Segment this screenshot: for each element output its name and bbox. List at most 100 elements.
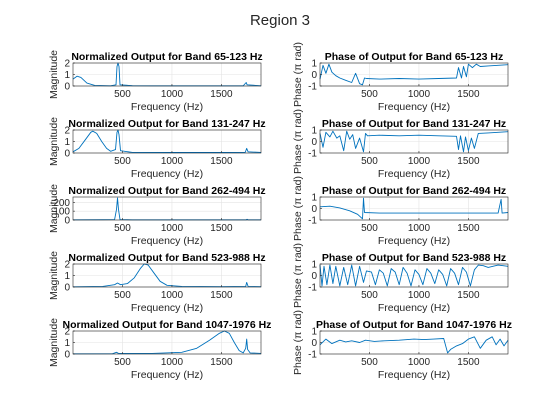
y-tick-label: 0 (311, 204, 317, 215)
subplot-title: Phase of Output for Band 65-123 Hz (325, 51, 504, 63)
y-tick-label: 1 (311, 126, 317, 137)
x-axis-label: Frequency (Hz) (378, 101, 450, 113)
series-line-1 (72, 129, 262, 153)
y-axis-label: Phase (π rad) (292, 109, 304, 174)
x-tick-label: 500 (114, 290, 131, 301)
x-tick-label: 500 (114, 89, 131, 100)
y-axis-label: Phase (π rad) (292, 243, 304, 308)
plot-area (73, 197, 261, 220)
x-tick-label: 1000 (161, 290, 184, 301)
x-tick-label: 1000 (408, 156, 431, 167)
y-axis-label: Magnitude (48, 318, 60, 367)
y-tick-label: 0 (64, 350, 70, 361)
subplot-title: Phase of Output for Band 1047-1976 Hz (316, 319, 512, 331)
series-line-1 (319, 336, 509, 354)
y-tick-label: -1 (308, 216, 317, 227)
series-line-1 (72, 197, 261, 221)
subplot-title: Normalized Output for Band 523-988 Hz (68, 252, 265, 264)
subplot-3-phase: 500 1000 1500 -101 Phase of Output for Band … (292, 176, 509, 247)
x-tick-label: 1500 (457, 223, 480, 234)
x-tick-label: 500 (361, 223, 378, 234)
x-tick-label: 1500 (210, 89, 233, 100)
subplot-title: Normalized Output for Band 1047-1976 Hz (63, 319, 272, 331)
subplot-2-phase: 500 1000 1500 -101 Phase of Output for Band … (292, 109, 509, 180)
y-tick-label: 100 (53, 207, 70, 218)
series-line-1 (319, 130, 509, 153)
y-tick-label: -1 (308, 82, 317, 93)
y-axis-label: Phase (π rad) (292, 310, 304, 375)
x-tick-label: 500 (361, 357, 378, 368)
x-axis-label: Frequency (Hz) (131, 168, 203, 180)
y-tick-label: -1 (308, 350, 317, 361)
x-tick-label: 1000 (408, 357, 431, 368)
x-tick-label: 1500 (210, 223, 233, 234)
subplot-title: Normalized Output for Band 131-247 Hz (68, 118, 265, 130)
y-tick-label: 0 (311, 70, 317, 81)
y-tick-label: 0 (311, 137, 317, 148)
y-axis-label: Phase (π rad) (292, 42, 304, 107)
y-tick-label: 1 (311, 327, 317, 338)
x-tick-label: 1000 (161, 357, 184, 368)
x-tick-label: 1000 (408, 223, 431, 234)
y-tick-label: 2 (64, 126, 70, 137)
x-tick-label: 1000 (161, 156, 184, 167)
y-tick-label: 1 (64, 70, 70, 81)
x-tick-label: 500 (361, 89, 378, 100)
subplot-title: Phase of Output for Band 262-494 Hz (322, 185, 506, 197)
series-line-1 (319, 197, 509, 220)
y-axis-label: Phase (π rad) (292, 176, 304, 241)
y-axis-label: Magnitude (48, 117, 60, 166)
subplot-1-phase: 500 1000 1500 -101 Phase of Output for Band … (292, 42, 509, 113)
y-tick-label: 0 (311, 271, 317, 282)
y-axis-label: Magnitude (48, 251, 60, 300)
x-tick-label: 1500 (457, 290, 480, 301)
x-axis-label: Frequency (Hz) (378, 302, 450, 314)
y-tick-label: 1 (311, 193, 317, 204)
y-tick-label: 200 (53, 198, 70, 209)
y-axis-label: Magnitude (48, 50, 60, 99)
series-line-1 (319, 264, 509, 287)
subplot-title: Normalized Output for Band 262-494 Hz (68, 185, 265, 197)
subplot-title: Phase of Output for Band 131-247 Hz (322, 118, 506, 130)
x-tick-label: 1500 (457, 156, 480, 167)
y-tick-label: 1 (64, 338, 70, 349)
x-tick-label: 500 (114, 223, 131, 234)
y-tick-label: 1 (64, 271, 70, 282)
x-tick-label: 1000 (161, 89, 184, 100)
y-tick-label: 0 (64, 149, 70, 160)
x-tick-label: 1500 (210, 290, 233, 301)
x-tick-label: 500 (361, 290, 378, 301)
y-axis-label: Magnitude (48, 184, 60, 233)
x-tick-label: 500 (361, 156, 378, 167)
x-axis-label: Frequency (Hz) (378, 235, 450, 247)
y-tick-label: 2 (64, 59, 70, 70)
y-tick-label: 1 (64, 137, 70, 148)
y-tick-label: 0 (311, 338, 317, 349)
subplot-4-phase: 500 1000 1500 -101 Phase of Output for Band … (292, 243, 509, 314)
x-axis-label: Frequency (Hz) (131, 302, 203, 314)
y-tick-label: -1 (308, 283, 317, 294)
axes-box (72, 196, 262, 221)
x-axis-label: Frequency (Hz) (378, 369, 450, 381)
x-tick-label: 1500 (210, 156, 233, 167)
x-tick-label: 1500 (210, 357, 233, 368)
x-tick-label: 1500 (457, 89, 480, 100)
x-axis-label: Frequency (Hz) (131, 101, 203, 113)
y-tick-label: 0 (64, 216, 70, 227)
y-tick-label: 1 (311, 260, 317, 271)
x-axis-label: Frequency (Hz) (131, 235, 203, 247)
x-axis-label: Frequency (Hz) (378, 168, 450, 180)
subplot-title: Normalized Output for Band 65-123 Hz (71, 51, 262, 63)
y-tick-label: 0 (64, 283, 70, 294)
subplot-title: Phase of Output for Band 523-988 Hz (322, 252, 506, 264)
x-tick-label: 1000 (408, 290, 431, 301)
series-line-1 (319, 63, 509, 86)
x-axis-label: Frequency (Hz) (131, 369, 203, 381)
series-line-1 (72, 263, 262, 288)
x-tick-label: 1000 (161, 223, 184, 234)
